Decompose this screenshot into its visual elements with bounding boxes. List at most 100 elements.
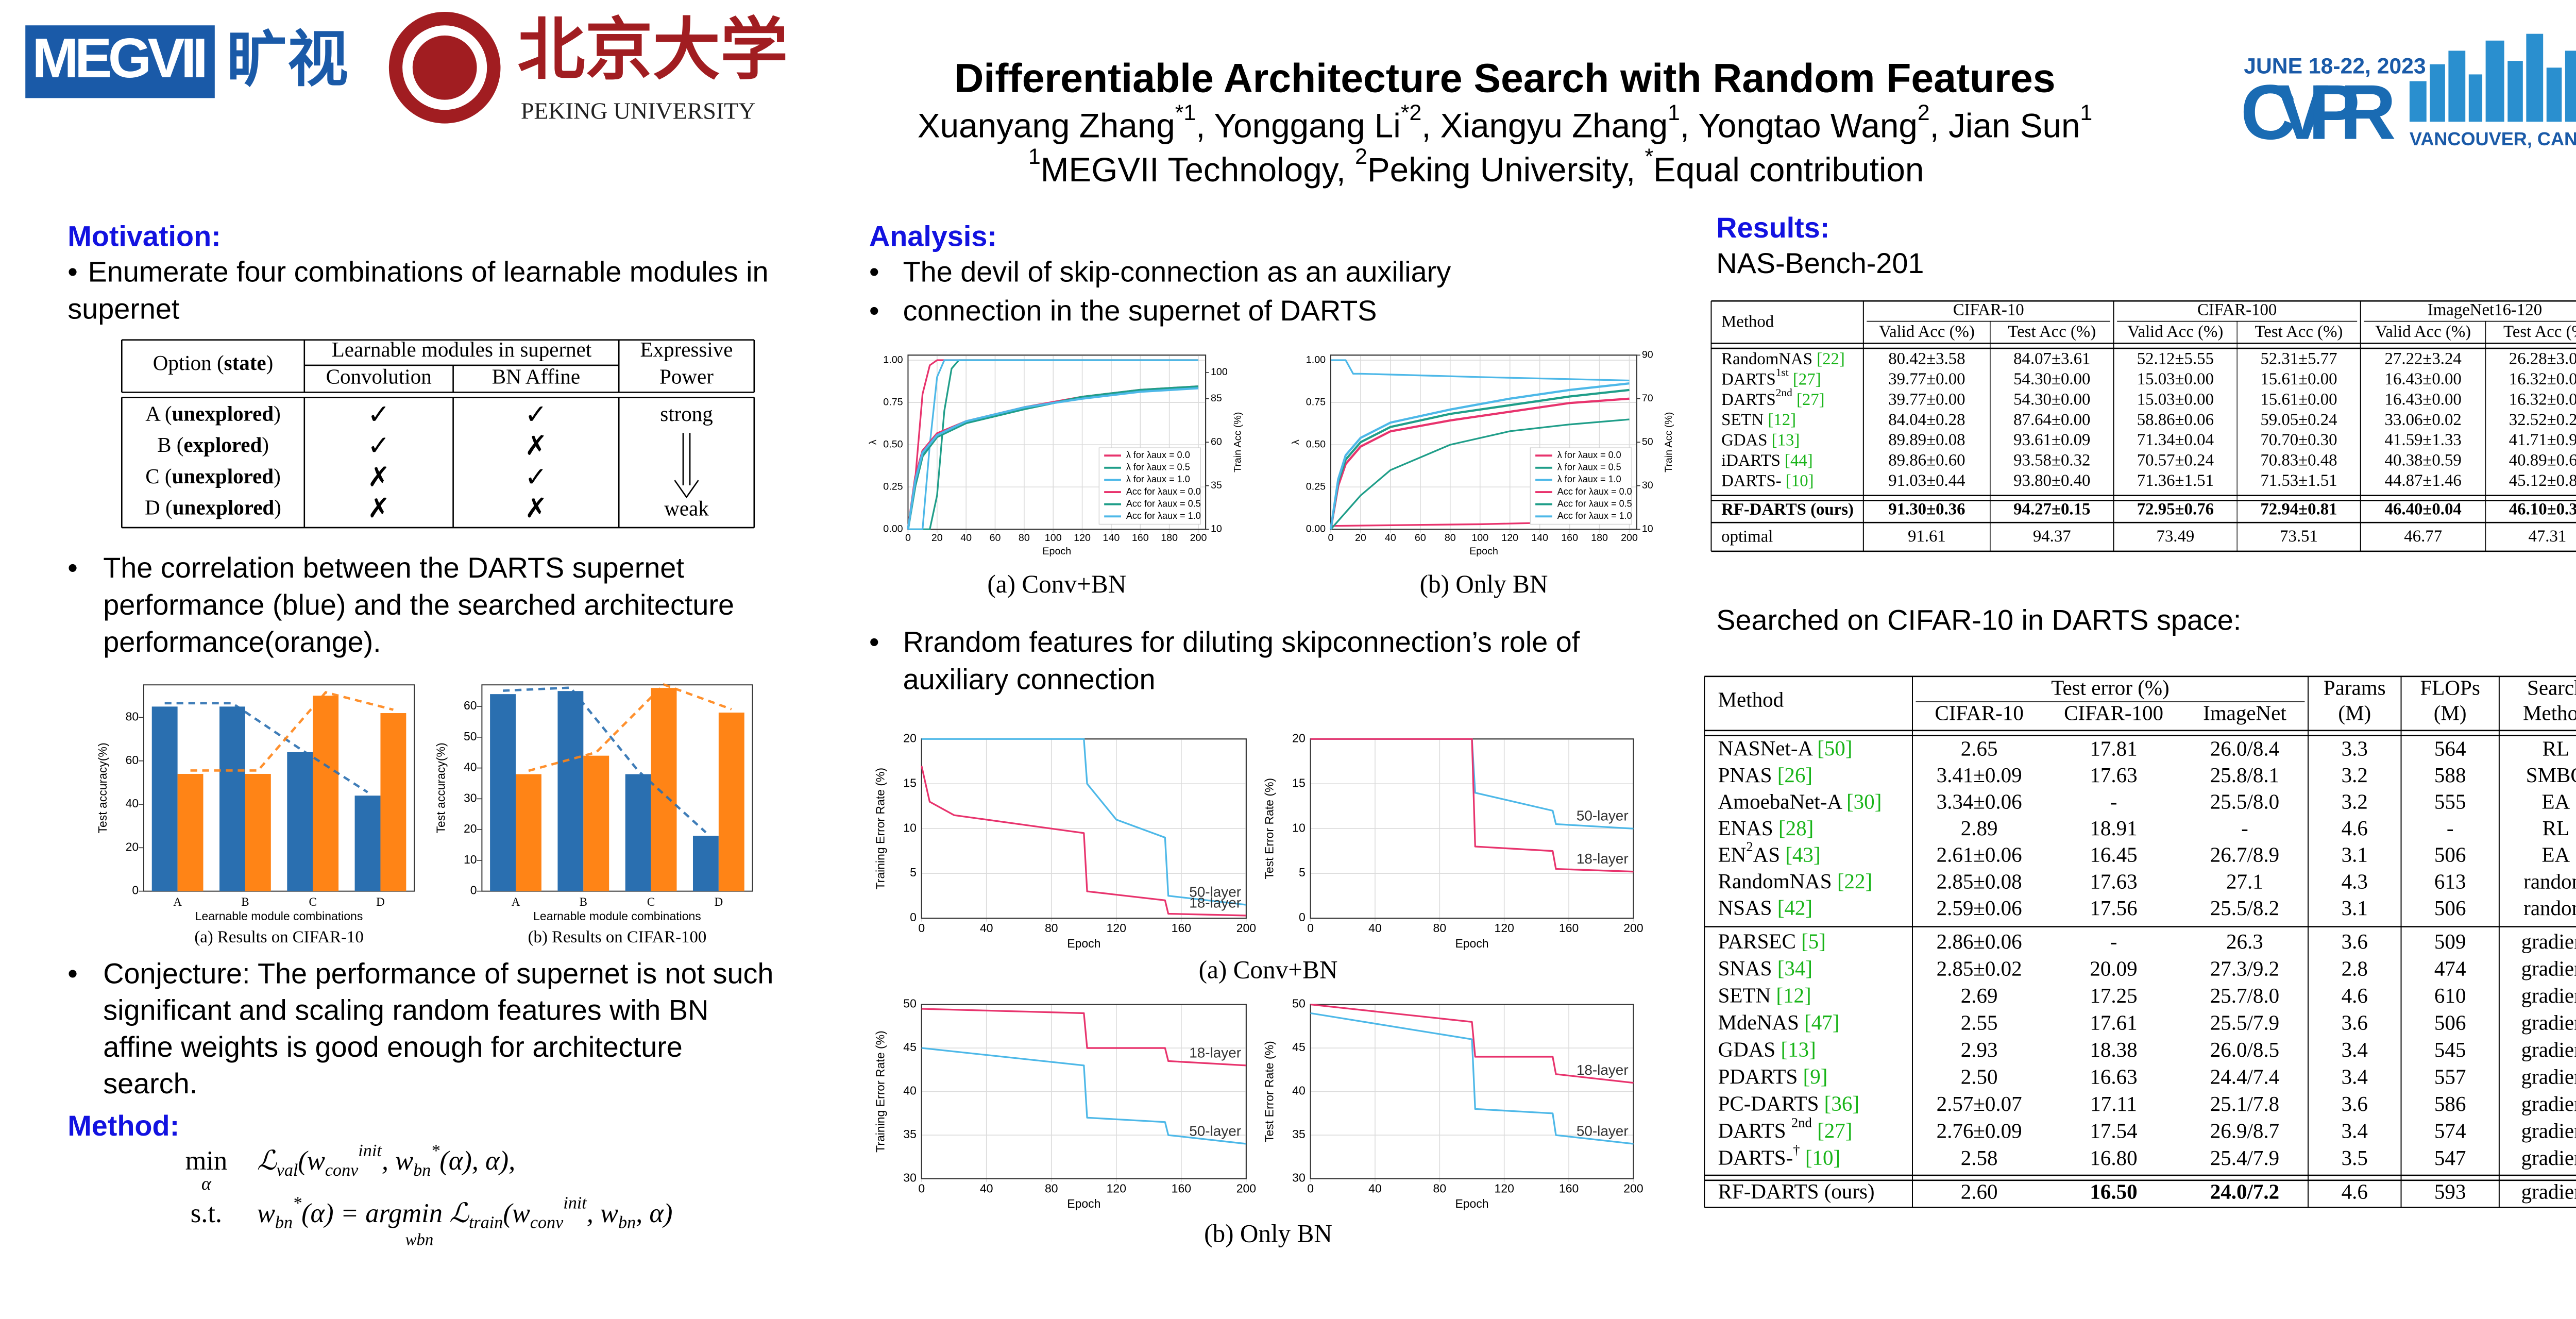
x-tick-label: 0 [1307,921,1314,935]
x-axis-label: Learnable module combinations [533,909,701,923]
bar [651,688,677,891]
text-run: NSAS [1718,896,1777,920]
table-cell: gradient [2521,1064,2576,1088]
text-run: iDARTS [1721,451,1785,470]
text-run: (α) = argmin ℒ [301,1198,469,1228]
table-cell: 2.86±0.06 [1937,929,2022,953]
table-header: Search [2527,675,2576,699]
text-run: 1st [1776,366,1789,379]
x-tick-label: 40 [980,1181,993,1195]
table-header: (M) [2434,701,2467,725]
table-cell: 27.1 [2226,869,2263,893]
y2-tick-label: 60 [1211,436,1222,447]
table-cell: 70.70±0.30 [2260,431,2337,449]
y-tick-label: 1.00 [883,354,903,365]
y2-tick-label: 85 [1211,393,1222,404]
text-run: AmoebaNet-A [1718,790,1846,814]
trend-curve [164,702,368,793]
text-run: 2 [1746,839,1753,854]
text-run: C ( [145,464,172,488]
table-cell: 46.77 [2404,527,2442,546]
series-label: 50-layer [1189,884,1241,900]
table-method: ENAS [28] [1718,816,1814,840]
text-run: [27] [1792,390,1825,409]
section-heading: Results: [1716,211,1829,244]
series-label: 18-layer [1577,1062,1629,1078]
legend-label: λ for λaux = 1.0 [1557,474,1621,484]
x-tick-label: 0 [1307,1181,1314,1195]
x-tick-label: 180 [1161,532,1178,544]
equation-operator: min [185,1146,228,1176]
text-run: [44] [1785,451,1813,470]
table-cell: 18.38 [2090,1038,2137,1061]
table-cell: 59.05±0.24 [2260,411,2337,429]
table-cell: - [2110,929,2117,953]
series-label: 50-layer [1189,1123,1241,1139]
table-cell: 46.40±0.04 [2385,500,2462,519]
y2-tick-label: 30 [1642,480,1653,491]
table-method: GDAS [13] [1721,431,1800,449]
table-cell: 17.61 [2090,1010,2137,1034]
emblem-core [412,35,477,100]
text-run: (w [298,1146,325,1176]
y-tick-label: 0.00 [883,523,903,534]
table-cell: 17.63 [2090,869,2137,893]
building [2409,81,2427,122]
y-tick-label: 10 [464,853,477,866]
y-tick-label: 30 [464,791,477,804]
table-cell: 93.58±0.32 [2013,451,2090,470]
y-tick-label: 0.25 [1306,481,1326,492]
x-tick-label: C [647,895,655,908]
bullet-symbol: • [869,294,879,327]
table-method: RandomNAS [22] [1718,869,1873,893]
y-axis-label: λ [868,439,879,445]
x-axis-label: Epoch [1455,937,1488,950]
table-header: Option (state) [153,351,274,375]
x-tick-label: 80 [1433,1181,1447,1195]
table-cell: C (unexplored) [145,464,280,488]
table-cell: 15.03±0.00 [2137,390,2214,409]
table-cell: 25.7/8.0 [2210,984,2279,1007]
table-cell: 94.37 [2033,527,2071,546]
table-cell: 32.52±0.21 [2509,411,2576,429]
y-tick-label: 50 [1292,997,1306,1010]
table-header: Expressive [640,337,733,361]
table-cell: 41.71±0.98 [2509,431,2576,449]
text-run: DARTS- [1721,471,1786,490]
table-cell: 26.9/8.7 [2210,1119,2279,1142]
table-cell: ✗ [524,430,547,462]
table-cell: 25.4/7.9 [2210,1146,2279,1170]
table-cell: gradient [2521,956,2576,980]
text-run: NASNet-A [1718,737,1818,760]
x-tick-label: A [512,895,520,908]
table-header: Learnable modules in supernet [332,337,592,361]
x-tick-label: 40 [1368,921,1382,935]
trend-curve [528,683,732,772]
table-cell: 17.11 [2090,1092,2137,1115]
text-run: PDARTS [1718,1064,1803,1088]
x-tick-label: 60 [990,532,1001,544]
x-tick-label: B [241,895,249,908]
y-tick-label: 0 [132,884,139,897]
table-cell: 474 [2434,956,2466,980]
y-tick-label: 20 [1292,731,1306,745]
y-tick-label: 40 [464,760,477,774]
table-header: CIFAR-100 [2197,300,2277,319]
bullet-symbol: • [869,255,879,288]
text-run: , w [382,1146,413,1176]
x-tick-label: 0 [905,532,911,544]
text-run: (α), α), [439,1146,515,1176]
text-run: * [431,1141,440,1160]
table-header: Test Acc (%) [2503,323,2576,341]
x-tick-label: 80 [1433,921,1447,935]
table-cell: 39.77±0.00 [1888,370,1965,388]
table-cell: 2.89 [1961,816,1998,840]
x-tick-label: 140 [1531,532,1548,544]
x-tick-label: 160 [1132,532,1149,544]
table-cell: 16.32±0.00 [2509,390,2576,409]
plot-frame-edge [1330,354,1638,530]
table-cell: 25.8/8.1 [2210,763,2279,787]
bar [313,696,339,891]
table-method: EN2AS [43] [1718,839,1821,867]
table-cell: 70.57±0.24 [2137,451,2214,470]
